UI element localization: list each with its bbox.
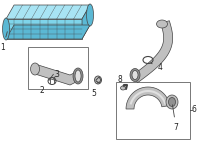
Ellipse shape — [87, 4, 94, 26]
Text: 8: 8 — [118, 75, 124, 87]
Ellipse shape — [130, 69, 140, 81]
Text: 7: 7 — [172, 105, 178, 132]
Bar — [28, 47, 88, 89]
Polygon shape — [82, 5, 90, 39]
Ellipse shape — [75, 70, 81, 82]
Ellipse shape — [73, 68, 83, 84]
Ellipse shape — [3, 18, 10, 40]
Polygon shape — [132, 21, 173, 83]
Ellipse shape — [31, 63, 40, 75]
Bar — [116, 82, 190, 139]
Text: 3: 3 — [54, 70, 59, 79]
Polygon shape — [6, 5, 90, 19]
Text: 5: 5 — [92, 82, 98, 97]
Ellipse shape — [121, 86, 126, 90]
Polygon shape — [6, 25, 90, 39]
Ellipse shape — [166, 95, 178, 109]
Text: 4: 4 — [151, 62, 162, 71]
Ellipse shape — [95, 76, 102, 84]
Ellipse shape — [169, 97, 176, 106]
Polygon shape — [126, 87, 170, 109]
Polygon shape — [35, 64, 78, 85]
Text: 1: 1 — [1, 32, 7, 51]
Text: 6: 6 — [192, 106, 196, 115]
Ellipse shape — [132, 71, 138, 80]
Ellipse shape — [157, 20, 168, 28]
Text: 2: 2 — [40, 74, 53, 95]
Polygon shape — [6, 19, 82, 39]
